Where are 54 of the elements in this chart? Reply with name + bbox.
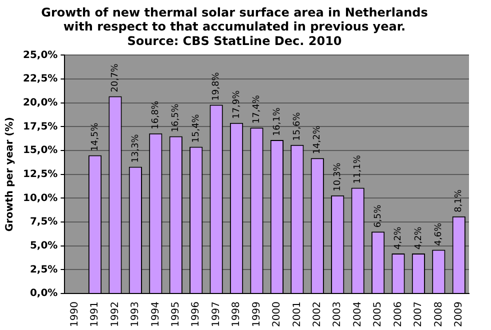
x-tick-label: 2005: [372, 302, 384, 328]
y-tick-label: 12,5%: [22, 168, 58, 180]
data-label: 15,6%: [292, 112, 303, 141]
data-label: 13,3%: [130, 134, 141, 163]
x-tick-label: 2008: [433, 302, 444, 328]
data-label: 19,8%: [212, 72, 222, 101]
x-tick-label: 2007: [413, 302, 424, 328]
x-tick-label: 2006: [392, 302, 404, 328]
y-tick-label: 22,5%: [22, 74, 58, 85]
x-tick-label: 1999: [251, 302, 262, 328]
text: Source: CBS StatLine Dec. 2010: [127, 34, 342, 48]
data-label: 6,5%: [373, 204, 384, 228]
data-label: 20,7%: [110, 63, 121, 92]
data-label: 4,6%: [434, 222, 444, 246]
x-tick-label: 1994: [150, 302, 162, 328]
y-tick-label: 7,5%: [30, 216, 58, 228]
x-tick-label: 1993: [130, 302, 142, 328]
data-label: 15,4%: [191, 114, 202, 143]
data-label: 8,1%: [454, 189, 464, 212]
data-label: 10,3%: [332, 162, 343, 192]
x-tick-label: 2002: [312, 302, 323, 328]
data-label: 4,2%: [394, 226, 404, 250]
data-label: 17,9%: [232, 90, 242, 119]
y-tick-label: 2,5%: [30, 264, 58, 276]
data-label: 4,2%: [414, 226, 424, 250]
x-tick-label: 1998: [231, 302, 242, 328]
x-tick-label: 2000: [272, 302, 283, 328]
x-tick-label: 2001: [292, 302, 303, 328]
y-tick-label: 17,5%: [22, 121, 58, 132]
y-tick-label: 0,0%: [30, 288, 58, 300]
data-label: 14,5%: [90, 122, 100, 152]
x-tick-label: 1997: [210, 302, 222, 328]
y-tick-label: 5,0%: [30, 240, 58, 252]
data-label: 14,2%: [312, 125, 323, 154]
y-tick-label: 10,0%: [22, 192, 58, 204]
x-tick-label: 2004: [352, 302, 364, 328]
y-tick-label: 15,0%: [22, 145, 58, 156]
x-tick-label: 1992: [110, 302, 121, 328]
y-axis-title: Growth per year (%): [4, 117, 16, 232]
text: Growth of new thermal solar surface area in Netherlands: [41, 5, 428, 20]
data-label: 16,1%: [272, 107, 282, 136]
x-tick-label: 2009: [453, 302, 464, 328]
x-tick-label: 1991: [90, 302, 101, 328]
x-tick-label: 1990: [69, 302, 80, 328]
y-tick-label: 25,0%: [22, 50, 58, 61]
x-tick-label: 2003: [332, 302, 344, 328]
data-label: 11,1%: [353, 154, 364, 184]
data-label: 16,5%: [171, 103, 182, 132]
x-tick-label: 1996: [190, 302, 202, 328]
data-label: 17,4%: [252, 94, 262, 124]
y-tick-label: 20,0%: [22, 97, 58, 108]
x-tick-label: 1995: [170, 302, 182, 328]
data-label: 16,8%: [151, 100, 162, 130]
text: with respect to that accumulated in previous year.: [63, 20, 406, 34]
